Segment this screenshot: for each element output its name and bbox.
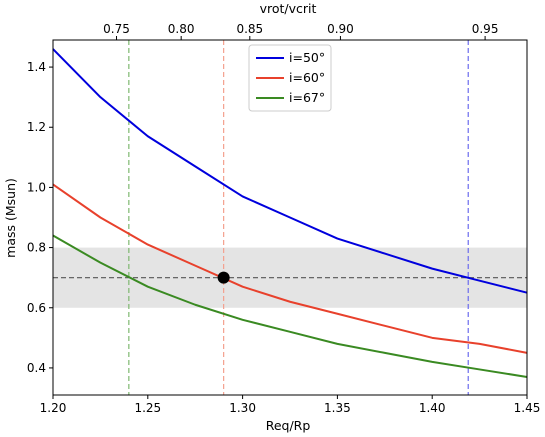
legend-box [248,44,332,112]
series-line-2 [52,234,528,378]
legend-label-i50: i=50° [289,50,325,65]
legend-label-i60: i=60° [289,70,325,85]
top-x-tick-label: 0.80 [168,22,195,36]
y-axis-label: mass (Msun) [3,178,18,258]
series-line-1 [52,183,528,354]
x-tick-label: 1.45 [514,401,541,415]
legend: i=50° i=60° i=67° [248,44,332,112]
x-tick-label: 1.35 [324,401,351,415]
y-tick-label: 1.4 [27,60,46,74]
top-x-tick-label: 0.90 [327,22,354,36]
top-x-tick-label: 0.95 [472,22,499,36]
plot-frame [52,39,528,396]
reference-lines-layer [53,40,527,395]
series-line-0 [52,48,528,294]
series-layer [52,48,528,378]
legend-label-i67: i=67° [289,90,325,105]
ticks-layer: 1.20 1.25 1.30 1.35 1.40 1.45 0.4 0.6 0.8 1.0 1.2 1… [27,22,540,415]
y-tick-label: 1.2 [27,120,46,134]
y-tick-label: 0.4 [27,361,46,375]
x-tick-label: 1.30 [229,401,256,415]
top-x-tick-label: 0.85 [236,22,263,36]
y-tick-label: 0.8 [27,241,46,255]
top-x-tick-label: 0.75 [103,22,130,36]
x-tick-label: 1.25 [134,401,161,415]
y-tick-label: 1.0 [27,180,46,194]
x-axis-label: Req/Rp [266,418,311,433]
solution-marker [217,271,230,284]
x-tick-label: 1.20 [40,401,67,415]
y-tick-label: 0.6 [27,301,46,315]
x-tick-label: 1.40 [419,401,446,415]
top-x-axis-label: vrot/vcrit [260,1,317,16]
marker-layer [217,271,230,284]
